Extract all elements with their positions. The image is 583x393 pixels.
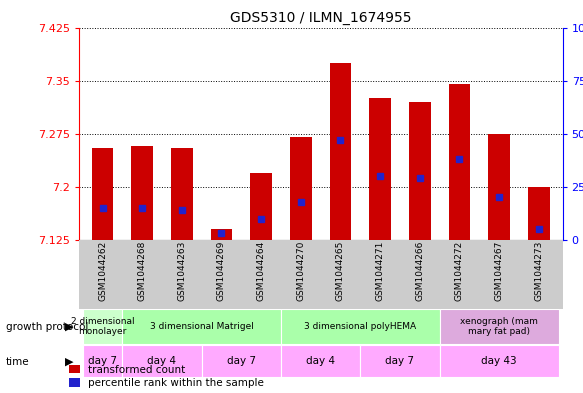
Text: ▶: ▶ [65,356,73,367]
Bar [360,345,440,377]
Bar [210,229,233,240]
Bar [440,309,559,344]
Text: day 4: day 4 [147,356,177,366]
Bar [281,345,360,377]
Bar [83,309,122,344]
Text: GSM1044272: GSM1044272 [455,241,464,301]
Bar [202,345,281,377]
Text: GSM1044267: GSM1044267 [494,241,504,301]
Bar [83,345,122,377]
Bar [528,187,550,240]
Bar [250,173,272,240]
Title: GDS5310 / ILMN_1674955: GDS5310 / ILMN_1674955 [230,11,412,25]
Text: GSM1044265: GSM1044265 [336,241,345,301]
Bar [171,148,193,240]
Text: 3 dimensional polyHEMA: 3 dimensional polyHEMA [304,322,416,331]
Bar [440,345,559,377]
Text: day 7: day 7 [88,356,117,366]
Text: 3 dimensional Matrigel: 3 dimensional Matrigel [150,322,254,331]
Text: GSM1044268: GSM1044268 [138,241,147,301]
Bar [409,102,431,240]
Text: day 43: day 43 [482,356,517,366]
Bar [290,137,312,240]
Text: time: time [6,356,30,367]
Bar [448,84,470,240]
Text: GSM1044263: GSM1044263 [177,241,187,301]
Text: GSM1044273: GSM1044273 [534,241,543,301]
Legend: transformed count, percentile rank within the sample: transformed count, percentile rank withi… [69,365,264,388]
Bar [281,309,440,344]
Bar [131,146,153,240]
Bar [122,309,281,344]
Text: growth protocol: growth protocol [6,322,88,332]
Text: GSM1044271: GSM1044271 [375,241,385,301]
Text: day 4: day 4 [306,356,335,366]
Text: GSM1044262: GSM1044262 [98,241,107,301]
Text: GSM1044264: GSM1044264 [257,241,266,301]
Text: 2 dimensional
monolayer: 2 dimensional monolayer [71,317,134,336]
Text: xenograph (mam
mary fat pad): xenograph (mam mary fat pad) [460,317,538,336]
Text: GSM1044269: GSM1044269 [217,241,226,301]
Text: ▶: ▶ [65,322,73,332]
Text: GSM1044270: GSM1044270 [296,241,305,301]
Bar [329,63,352,240]
Bar [369,98,391,240]
Bar [92,148,114,240]
Bar [488,134,510,240]
Text: day 7: day 7 [227,356,256,366]
Text: day 7: day 7 [385,356,415,366]
Text: GSM1044266: GSM1044266 [415,241,424,301]
Bar [122,345,202,377]
